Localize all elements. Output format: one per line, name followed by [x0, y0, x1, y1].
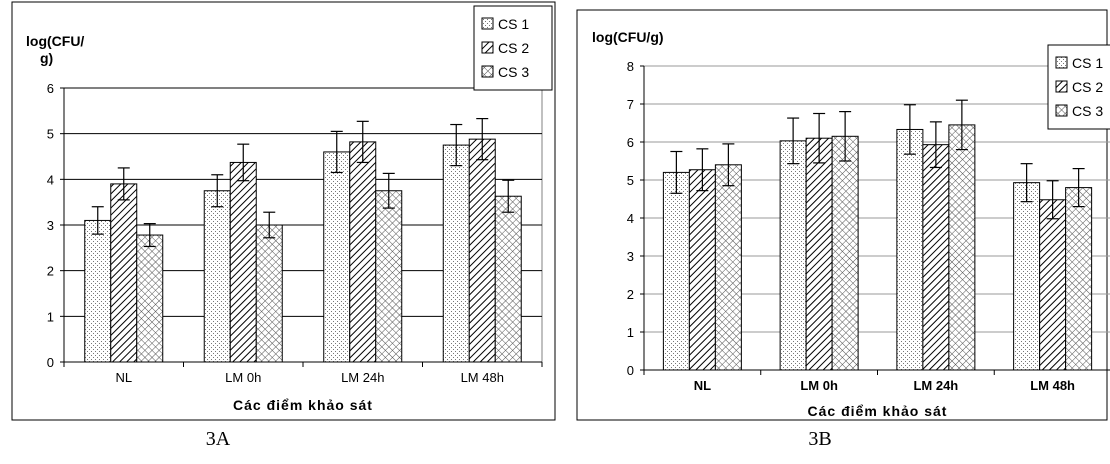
x-axis-label: Các điểm khảo sát: [808, 403, 948, 419]
bar: [468, 138, 496, 363]
legend-swatch: [481, 65, 494, 78]
legend-label: CS 1: [498, 16, 529, 32]
bar: [805, 137, 833, 371]
bar: [1065, 187, 1093, 371]
legend: CS 1 CS 2 CS 3: [473, 5, 553, 91]
y-tick-label: 5: [627, 173, 634, 188]
y-tick-label: 2: [47, 264, 54, 279]
bar: [662, 171, 690, 371]
bar: [494, 195, 522, 363]
y-tick-label: 0: [47, 355, 54, 370]
legend-swatch: [481, 41, 494, 54]
legend-label: CS 1: [1072, 55, 1103, 71]
figure-3b: 0 1 2 3 4 5 6 7 8 NL LM 0h LM 24h LM 48h log(CFU/g) Cá…: [556, 0, 1110, 464]
legend-swatch: [1055, 104, 1068, 117]
bar: [136, 234, 164, 363]
bar: [831, 135, 859, 371]
caption-3a: 3A: [205, 428, 231, 450]
y-tick-label: 4: [627, 211, 634, 226]
x-tick-label: LM 24h: [913, 378, 958, 393]
chart-3a: 0 1 2 3 4 5 6 NL LM 0h LM 24h LM 48h log(CFU/g) Các …: [11, 1, 556, 421]
bar: [922, 144, 950, 371]
y-tick-label: 3: [627, 249, 634, 264]
caption-3b: 3B: [808, 428, 832, 450]
bar: [1013, 182, 1041, 371]
bar: [229, 161, 257, 363]
x-tick-label: LM 0h: [800, 378, 838, 393]
x-tick-label: LM 0h: [225, 370, 261, 385]
legend-label: CS 3: [498, 64, 529, 80]
y-tick-label: 8: [627, 59, 634, 74]
x-axis-label: Các điểm khảo sát: [233, 397, 373, 413]
x-tick-label: NL: [694, 378, 711, 393]
bar: [442, 144, 470, 363]
bar: [375, 190, 403, 363]
legend-label: CS 2: [1072, 79, 1103, 95]
bar: [779, 140, 807, 371]
y-tick-label: 1: [47, 309, 54, 324]
bar: [1039, 199, 1067, 371]
x-tick-label: NL: [115, 370, 132, 385]
bar: [323, 151, 351, 363]
bar: [349, 141, 377, 363]
bar: [84, 219, 112, 363]
bar: [948, 124, 976, 371]
legend: CS 1 CS 2 CS 3: [1047, 44, 1110, 130]
x-tick-label: LM 48h: [1030, 378, 1075, 393]
bar: [110, 183, 138, 363]
y-tick-label: 6: [627, 135, 634, 150]
y-tick-label: 7: [627, 97, 634, 112]
y-axis-label: log(CFU/g): [592, 29, 664, 45]
chart-3b: 0 1 2 3 4 5 6 7 8 NL LM 0h LM 24h LM 48h log(CFU/g) Cá…: [576, 9, 1110, 421]
bar: [688, 169, 716, 371]
bar: [896, 128, 924, 371]
bar: [714, 164, 742, 371]
legend-swatch: [481, 17, 494, 30]
y-tick-label: 4: [47, 172, 54, 187]
legend-label: CS 2: [498, 40, 529, 56]
bar: [255, 224, 283, 363]
y-tick-label: 0: [627, 363, 634, 378]
x-tick-label: LM 48h: [461, 370, 504, 385]
y-tick-label: 1: [627, 325, 634, 340]
y-tick-label: 2: [627, 287, 634, 302]
y-tick-label: 6: [47, 81, 54, 96]
figure-3a: 0 1 2 3 4 5 6 NL LM 0h LM 24h LM 48h log(CFU/g) Các …: [11, 1, 556, 450]
y-axis-label: log(CFU/g): [26, 33, 84, 66]
legend-label: CS 3: [1072, 103, 1103, 119]
legend-swatch: [1055, 56, 1068, 69]
y-tick-label: 3: [47, 218, 54, 233]
bar: [203, 190, 231, 363]
x-tick-label: LM 24h: [341, 370, 384, 385]
y-tick-label: 5: [47, 127, 54, 142]
legend-swatch: [1055, 80, 1068, 93]
